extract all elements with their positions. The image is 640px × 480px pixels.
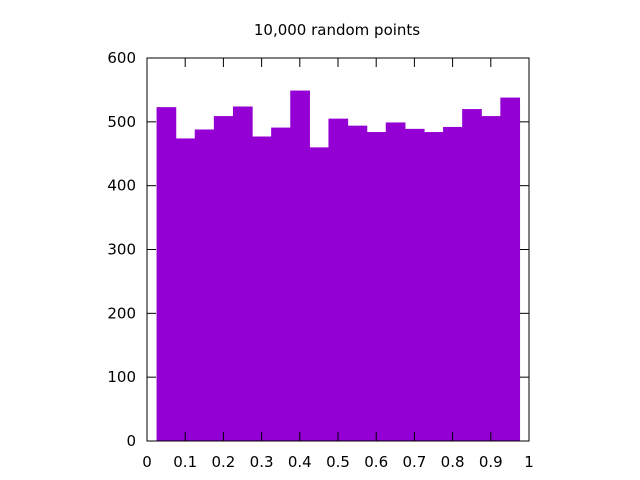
x-axis: 0 0.1 0.2 0.3 0.4 0.5 0.6 0.7 0.8 0.9 1 bbox=[142, 58, 534, 471]
bars-group bbox=[156, 90, 521, 442]
histogram-bar bbox=[481, 116, 501, 441]
y-tick-label: 300 bbox=[107, 241, 136, 259]
histogram-bar bbox=[347, 125, 368, 441]
y-tick-label: 600 bbox=[107, 49, 136, 67]
histogram-bar bbox=[443, 126, 463, 441]
x-tick-label: 0.3 bbox=[250, 453, 274, 471]
histogram-bar bbox=[385, 122, 406, 441]
histogram-bar bbox=[156, 107, 177, 442]
y-tick-label: 400 bbox=[107, 177, 136, 195]
y-tick-label: 0 bbox=[126, 432, 136, 450]
x-tick-label: 0.4 bbox=[288, 453, 312, 471]
histogram-bar bbox=[462, 109, 482, 441]
histogram-bar bbox=[175, 138, 196, 441]
histogram-bar bbox=[290, 90, 310, 441]
histogram-bar bbox=[232, 106, 253, 441]
x-tick-label: 1 bbox=[524, 453, 534, 471]
histogram-bar bbox=[252, 136, 272, 441]
x-tick-label: 0.8 bbox=[441, 453, 465, 471]
x-tick-label: 0.5 bbox=[326, 453, 350, 471]
y-tick-label: 100 bbox=[107, 368, 136, 386]
x-tick-label: 0 bbox=[142, 453, 152, 471]
histogram-bar bbox=[423, 132, 444, 442]
x-tick-label: 0.1 bbox=[173, 453, 197, 471]
histogram-bar bbox=[194, 129, 215, 442]
histogram-bar bbox=[271, 127, 291, 441]
x-tick-label: 0.6 bbox=[364, 453, 388, 471]
y-axis: 0 100 200 300 400 500 600 bbox=[107, 49, 529, 450]
x-tick-label: 0.9 bbox=[479, 453, 503, 471]
histogram-bar bbox=[309, 147, 330, 441]
histogram-bar bbox=[328, 118, 349, 441]
histogram-bar bbox=[366, 132, 387, 442]
x-tick-label: 0.2 bbox=[211, 453, 235, 471]
histogram-bar bbox=[213, 116, 234, 441]
y-tick-label: 500 bbox=[107, 113, 136, 131]
histogram-bar bbox=[404, 128, 425, 442]
y-tick-label: 200 bbox=[107, 304, 136, 322]
histogram-bar bbox=[500, 97, 521, 441]
chart-title: 10,000 random points bbox=[254, 21, 420, 39]
x-tick-label: 0.7 bbox=[402, 453, 426, 471]
